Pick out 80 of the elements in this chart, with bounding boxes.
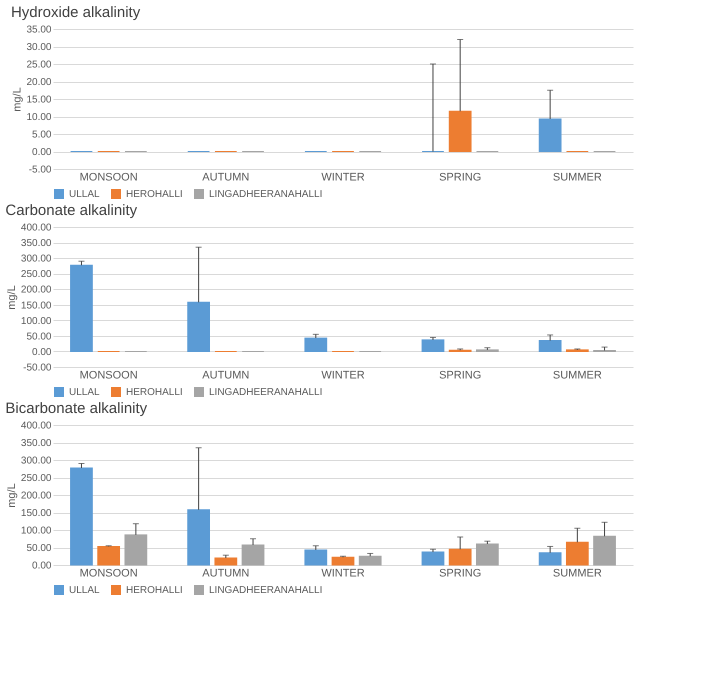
y-tick-label: 200.00 <box>20 490 52 502</box>
x-tick-label: MONSOON <box>80 568 138 580</box>
y-tick-label: 350.00 <box>20 438 52 449</box>
x-tick-label: AUTUMN <box>202 568 250 580</box>
bar <box>70 264 93 352</box>
bar <box>124 534 148 566</box>
x-tick-label: MONSOON <box>80 172 138 184</box>
bar <box>422 552 444 566</box>
y-tick-label: 50.00 <box>26 543 52 554</box>
bar <box>187 509 210 566</box>
legend-label: LINGADHEERANAHALLI <box>209 387 322 398</box>
chart-title: Bicarbonate alkalinity <box>5 400 148 417</box>
y-tick-label: 0.00 <box>32 560 52 572</box>
y-tick-label: 400.00 <box>20 222 52 234</box>
bar <box>422 339 444 352</box>
x-tick-label: WINTER <box>321 172 365 184</box>
x-tick-label: SPRING <box>439 370 482 382</box>
y-tick-label: 0.00 <box>32 147 52 158</box>
legend-label: LINGADHEERANAHALLI <box>209 585 322 596</box>
legend-label: HEROHALLI <box>126 585 183 596</box>
bar <box>538 340 562 352</box>
y-tick-label: 250.00 <box>20 473 52 484</box>
bar <box>358 556 382 566</box>
y-tick-label: 150.00 <box>20 508 52 519</box>
y-tick-label: 50.00 <box>26 331 52 342</box>
legend-label: ULLAL <box>69 387 100 398</box>
y-tick-label: 150.00 <box>20 300 52 312</box>
legend-label: LINGADHEERANAHALLI <box>209 189 322 200</box>
bar <box>448 548 472 566</box>
legend-label: ULLAL <box>69 189 100 200</box>
bar <box>304 549 328 566</box>
bar <box>538 552 562 566</box>
bar <box>538 118 562 152</box>
chart-title: Carbonate alkalinity <box>5 202 138 219</box>
bar <box>97 546 120 566</box>
bar <box>476 544 499 566</box>
bar <box>448 110 472 152</box>
y-tick-label: 300.00 <box>20 456 52 466</box>
x-tick-label: MONSOON <box>80 370 138 382</box>
bar <box>242 544 264 566</box>
y-tick-label: 25.00 <box>26 60 52 70</box>
y-axis-title: mg/L <box>6 285 18 310</box>
y-axis-title: mg/L <box>6 483 18 508</box>
y-tick-label: -5.00 <box>28 164 52 176</box>
y-axis-title: mg/L <box>11 87 24 112</box>
y-tick-label: 350.00 <box>20 238 52 250</box>
y-tick-label: 10.00 <box>26 112 52 123</box>
y-tick-label: 250.00 <box>20 269 52 280</box>
legend-label: ULLAL <box>69 585 100 596</box>
bar <box>304 338 328 352</box>
y-tick-label: 100.00 <box>20 316 52 327</box>
y-tick-label: 200.00 <box>20 284 52 296</box>
bar <box>593 536 616 566</box>
x-tick-label: SUMMER <box>552 370 602 382</box>
y-tick-label: 15.00 <box>26 94 52 106</box>
x-tick-label: AUTUMN <box>202 172 250 184</box>
x-tick-label: WINTER <box>321 568 365 580</box>
bar <box>332 556 354 566</box>
x-tick-label: SPRING <box>439 172 482 184</box>
x-tick-label: AUTUMN <box>202 370 250 382</box>
x-tick-label: SUMMER <box>552 172 602 184</box>
y-tick-label: 400.00 <box>20 420 52 432</box>
chart-title: Hydroxide alkalinity <box>10 4 141 21</box>
y-tick-label: 300.00 <box>20 254 52 265</box>
y-tick-label: 20.00 <box>26 77 52 88</box>
y-tick-label: 100.00 <box>20 526 52 536</box>
bar <box>214 558 238 566</box>
bar <box>566 542 589 566</box>
y-tick-label: 35.00 <box>26 24 52 36</box>
legend-label: HEROHALLI <box>126 387 183 398</box>
y-tick-label: 5.00 <box>32 130 52 140</box>
x-tick-label: SPRING <box>439 568 482 580</box>
bar <box>187 302 210 352</box>
x-tick-label: WINTER <box>321 370 365 382</box>
legend-label: HEROHALLI <box>126 189 183 200</box>
y-tick-label: 30.00 <box>26 42 52 53</box>
y-tick-label: -50.00 <box>23 362 52 374</box>
x-tick-label: SUMMER <box>552 568 602 580</box>
y-tick-label: 0.00 <box>32 346 52 358</box>
bar <box>70 468 93 566</box>
